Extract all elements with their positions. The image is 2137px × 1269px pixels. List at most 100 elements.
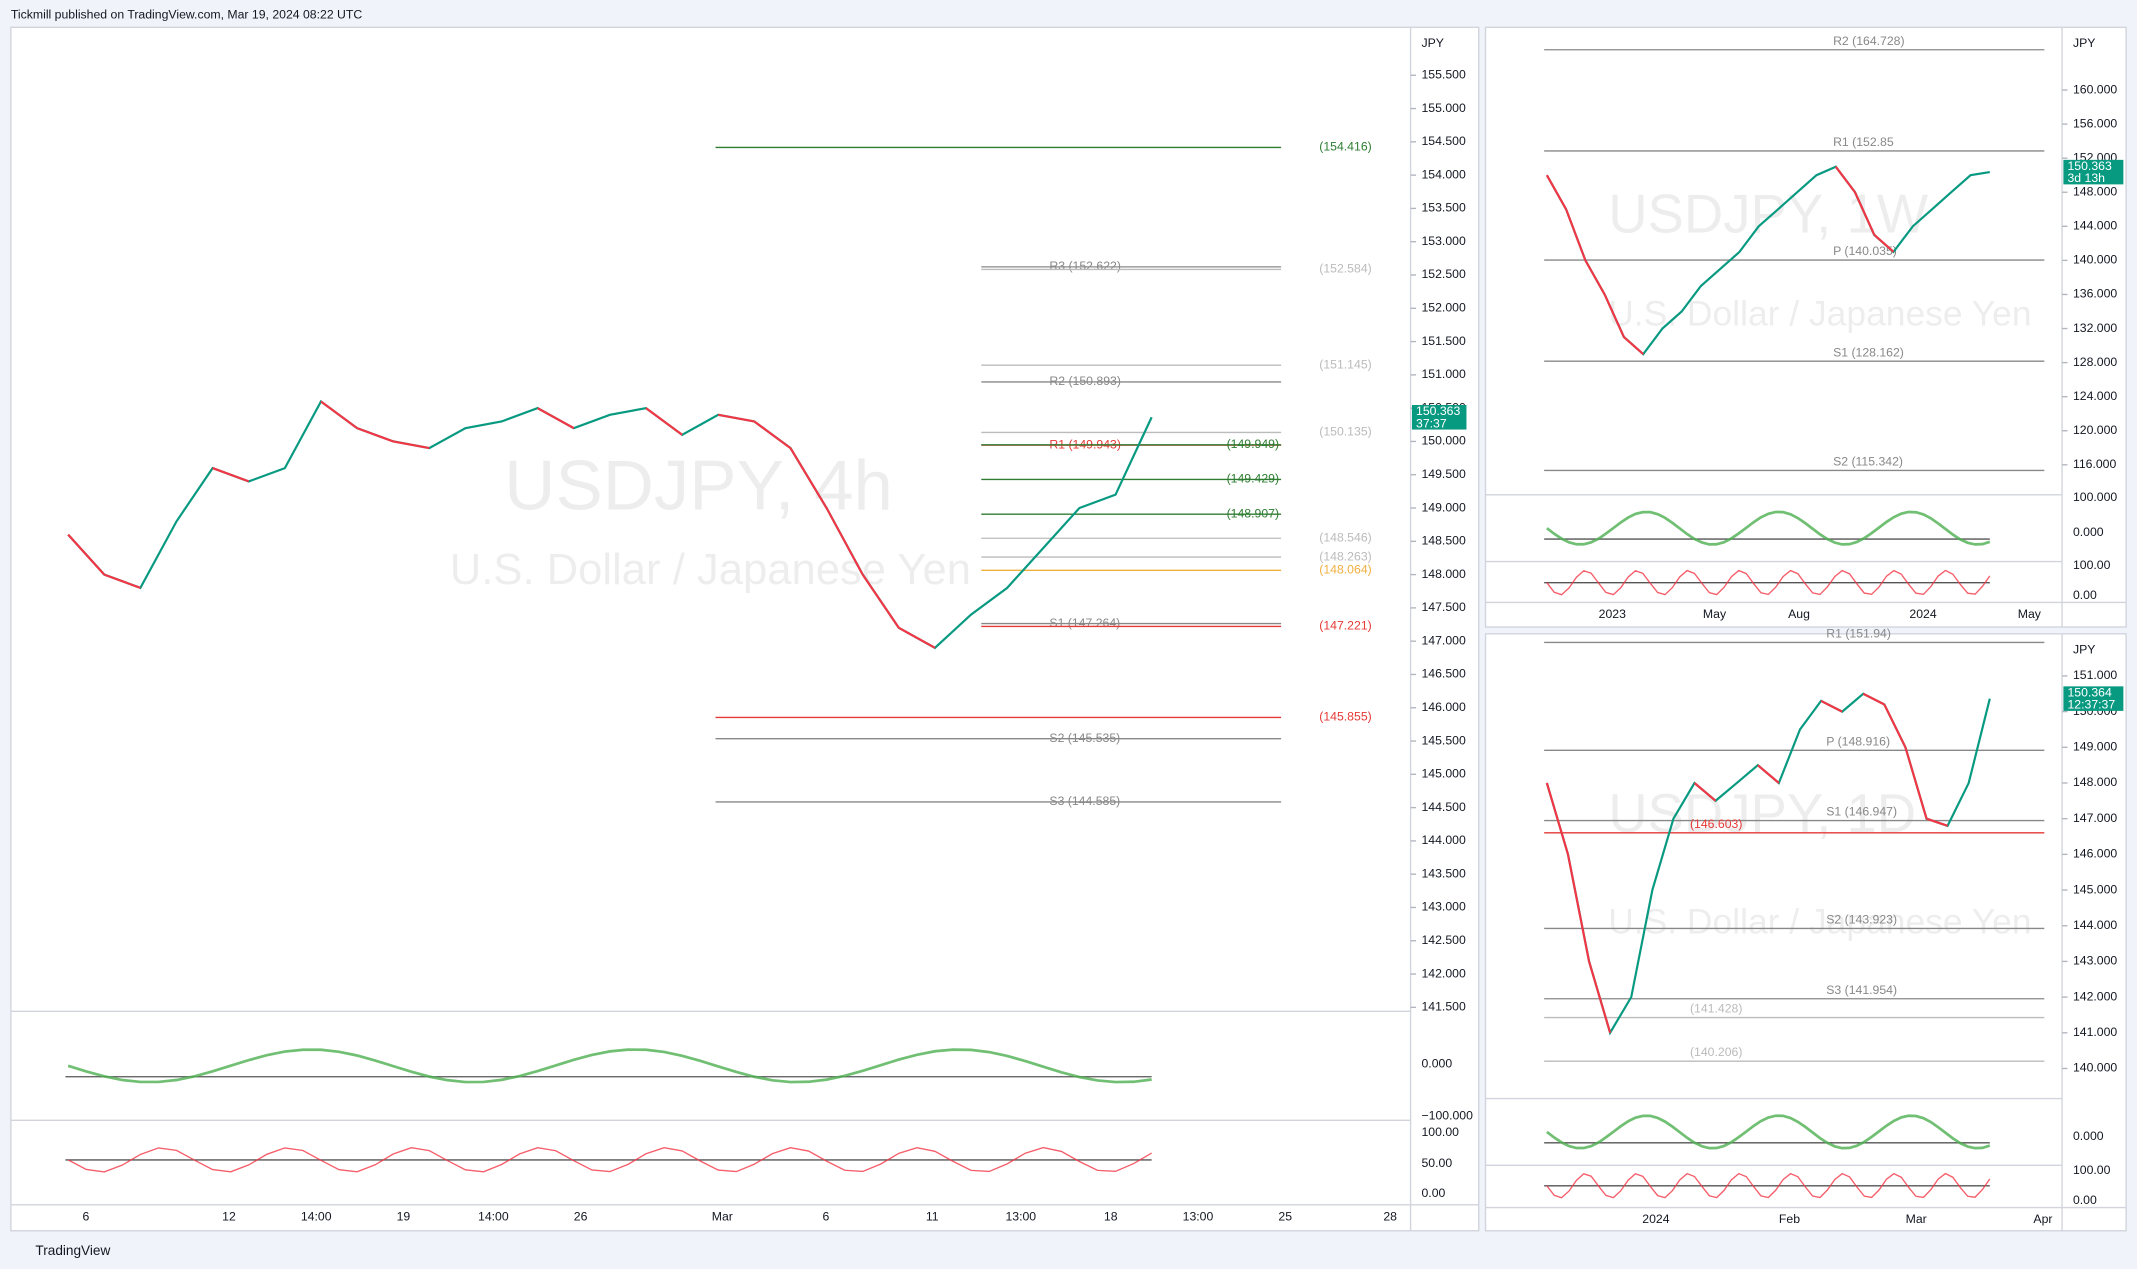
level-label: (149.949) xyxy=(1227,437,1279,451)
y-tick-label: 141.000 xyxy=(2073,1025,2117,1039)
down-segment xyxy=(1883,703,1907,748)
price-tag xyxy=(2063,686,2124,711)
y-tick-label: 155.500 xyxy=(1421,68,1465,82)
y-tick-label: 132.000 xyxy=(2073,321,2117,335)
level-label: S1 (128.162) xyxy=(1833,345,1904,359)
y-tick-label: 141.500 xyxy=(1421,1000,1465,1014)
level-label: (148.907) xyxy=(1227,506,1279,520)
header: Tickmill published on TradingView.com, M… xyxy=(11,7,362,21)
level-label: P (140.035) xyxy=(1833,244,1897,258)
y-tick-label: 152.000 xyxy=(1421,301,1465,315)
level-label: S1 (147.264) xyxy=(1049,616,1120,630)
y-tick-label: 144.000 xyxy=(2073,219,2117,233)
time-label: Mar xyxy=(1906,1212,1927,1226)
currency: JPY xyxy=(1421,36,1443,50)
osc-label: 0.00 xyxy=(1421,1186,1445,1200)
level-label: (149.429) xyxy=(1227,472,1279,486)
y-tick-label: 149.500 xyxy=(1421,467,1465,481)
panel xyxy=(1484,633,2127,1232)
time-label: 28 xyxy=(1383,1209,1397,1223)
level-label: S3 (141.954) xyxy=(1826,983,1897,997)
level-label: S3 (144.585) xyxy=(1049,794,1120,808)
down-segment xyxy=(825,507,864,576)
down-segment xyxy=(1820,699,1843,713)
osc-label: 100.00 xyxy=(2073,1163,2111,1177)
down-segment xyxy=(861,573,900,629)
oscillator xyxy=(1546,1172,1991,1199)
price-tag-countdown: 12:37:37 xyxy=(2067,698,2115,712)
time-label: May xyxy=(1703,607,1727,621)
y-tick-label: 151.000 xyxy=(2073,668,2117,682)
y-tick-label: 142.000 xyxy=(1421,966,1465,980)
down-segment xyxy=(1693,782,1717,802)
y-tick-label: 151.000 xyxy=(1421,367,1465,381)
price-tag xyxy=(2063,159,2124,185)
time-label: 18 xyxy=(1104,1209,1118,1223)
level-label: (148.263) xyxy=(1319,549,1371,563)
osc-label: −100.000 xyxy=(1421,1109,1473,1123)
down-segment xyxy=(753,420,792,449)
y-tick-label: 144.000 xyxy=(1421,833,1465,847)
oscillator xyxy=(1546,510,1991,546)
down-segment xyxy=(103,573,141,589)
watermark-description: U.S. Dollar / Japanese Yen xyxy=(450,546,971,594)
y-tick-label: 160.000 xyxy=(2073,82,2117,96)
y-tick-label: 145.500 xyxy=(1421,733,1465,747)
level-label: R1 (152.85 xyxy=(1833,135,1894,149)
time-label: 13:00 xyxy=(1183,1209,1214,1223)
y-tick-label: 151.500 xyxy=(1421,334,1465,348)
level-label: R2 (150.893) xyxy=(1049,374,1121,388)
time-label: 2023 xyxy=(1599,607,1626,621)
level-label: (152.584) xyxy=(1319,262,1371,276)
oscillator xyxy=(67,1146,1152,1173)
y-tick-label: 153.000 xyxy=(1421,234,1465,248)
price-tag-countdown: 3d 13h xyxy=(2067,171,2105,185)
level-label: S1 (146.947) xyxy=(1826,805,1897,819)
y-tick-label: 148.000 xyxy=(2073,184,2117,198)
y-tick-label: 148.000 xyxy=(1421,567,1465,581)
price-tag-countdown: 37:37 xyxy=(1416,416,1447,430)
down-segment xyxy=(1873,234,1895,253)
level-label: R2 (164.728) xyxy=(1833,34,1905,48)
down-segment xyxy=(1757,764,1780,784)
oscillator xyxy=(1546,1114,1991,1150)
time-label: 6 xyxy=(822,1209,829,1223)
watermark-symbol: USDJPY, 1D xyxy=(1608,783,1916,844)
y-tick-label: 147.000 xyxy=(1421,633,1465,647)
down-segment xyxy=(1545,174,1568,210)
y-tick-label: 142.000 xyxy=(2073,989,2117,1003)
level-label: P (148.916) xyxy=(1826,734,1890,748)
oscillator xyxy=(67,1048,1152,1084)
y-tick-label: 143.000 xyxy=(1421,900,1465,914)
y-tick-label: 146.500 xyxy=(1421,667,1465,681)
level-label: (148.064) xyxy=(1319,563,1371,577)
y-tick-label: 154.000 xyxy=(1421,167,1465,181)
down-segment xyxy=(1834,166,1856,193)
level-label: (145.855) xyxy=(1319,710,1371,724)
down-segment xyxy=(537,407,575,430)
watermark-description: U.S. Dollar / Japanese Yen xyxy=(1608,294,2031,334)
time-label: 11 xyxy=(926,1209,939,1223)
down-segment xyxy=(212,467,250,483)
time-label: Apr xyxy=(2033,1212,2052,1226)
level-label: S2 (143.923) xyxy=(1826,913,1897,927)
down-segment xyxy=(1854,191,1876,236)
osc-label: 0.000 xyxy=(2073,1129,2104,1143)
y-tick-label: 149.000 xyxy=(1421,500,1465,514)
down-segment xyxy=(1566,854,1591,962)
time-label: Aug xyxy=(1788,607,1810,621)
time-label: 13:00 xyxy=(1005,1209,1036,1223)
y-tick-label: 120.000 xyxy=(2073,423,2117,437)
currency: JPY xyxy=(2073,36,2095,50)
down-segment xyxy=(1565,208,1587,261)
down-segment xyxy=(898,626,936,649)
time-label: 14:00 xyxy=(301,1209,332,1223)
y-tick-label: 155.000 xyxy=(1421,101,1465,115)
y-tick-label: 136.000 xyxy=(2073,287,2117,301)
level-label: (146.603) xyxy=(1690,817,1742,831)
y-tick-label: 128.000 xyxy=(2073,355,2117,369)
time-label: May xyxy=(2018,607,2042,621)
y-tick-label: 146.000 xyxy=(1421,700,1465,714)
y-tick-label: 154.500 xyxy=(1421,134,1465,148)
